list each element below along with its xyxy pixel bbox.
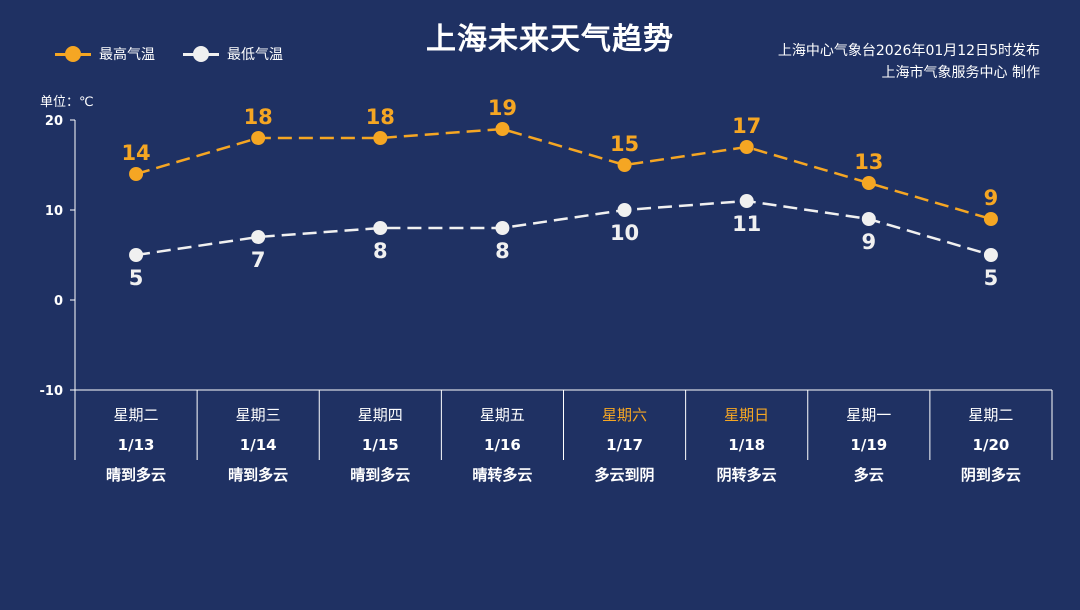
high-data-point <box>861 176 876 190</box>
weekday-label: 星期二 <box>114 406 159 424</box>
low-data-point <box>495 221 510 235</box>
high-data-label: 15 <box>610 132 639 156</box>
weather-label: 晴到多云 <box>106 466 166 484</box>
high-series-line <box>135 127 992 221</box>
page-title: 上海未来天气趋势 <box>426 22 674 57</box>
legend-swatch-low <box>183 46 219 62</box>
legend-item-high: 最高气温 <box>55 44 155 64</box>
weekday-label: 星期一 <box>846 406 891 424</box>
low-series-line <box>135 199 992 257</box>
date-label: 1/19 <box>850 436 887 454</box>
date-label: 1/14 <box>240 436 277 454</box>
weekday-label: 星期四 <box>358 406 403 424</box>
low-data-label: 5 <box>984 266 999 290</box>
high-data-point <box>373 131 388 145</box>
low-data-label: 10 <box>610 221 639 245</box>
low-data-label: 8 <box>373 239 388 263</box>
weekday-label: 星期日 <box>724 406 769 424</box>
weekday-label: 星期二 <box>968 406 1013 424</box>
legend-label-high: 最高气温 <box>99 47 155 63</box>
weather-label: 阴转多云 <box>717 466 777 484</box>
weekday-label: 星期三 <box>236 406 281 424</box>
low-data-label: 11 <box>732 212 761 236</box>
high-data-point <box>983 212 998 226</box>
date-label: 1/18 <box>728 436 765 454</box>
date-label: 1/13 <box>118 436 155 454</box>
high-data-label: 19 <box>488 96 517 120</box>
source-info: 上海中心气象台2026年01月12日5时发布 上海市气象服务中心 制作 <box>778 40 1040 84</box>
legend: 最高气温 最低气温 <box>55 44 283 64</box>
low-data-label: 7 <box>251 248 266 272</box>
high-data-point <box>251 131 266 145</box>
unit-label: 单位：℃ <box>40 95 94 110</box>
high-data-point <box>617 158 632 172</box>
high-data-label: 17 <box>732 114 761 138</box>
high-data-label: 18 <box>244 105 273 129</box>
weekday-label: 星期六 <box>602 406 647 424</box>
low-data-label: 5 <box>129 266 144 290</box>
weather-label: 阴到多云 <box>961 466 1021 484</box>
high-data-label: 9 <box>984 186 999 210</box>
date-label: 1/16 <box>484 436 521 454</box>
legend-swatch-high <box>55 46 91 62</box>
weather-label: 晴到多云 <box>350 466 410 484</box>
low-data-label: 9 <box>862 230 877 254</box>
high-data-point <box>129 167 144 181</box>
low-data-point <box>617 203 632 217</box>
legend-label-low: 最低气温 <box>227 47 283 63</box>
source-line-2: 上海市气象服务中心 制作 <box>881 65 1040 81</box>
low-data-point <box>129 248 144 262</box>
y-tick-label: -10 <box>40 384 64 399</box>
low-data-label: 8 <box>495 239 510 263</box>
low-data-point <box>861 212 876 226</box>
low-data-point <box>739 194 754 208</box>
high-data-point <box>495 122 510 136</box>
weather-label: 晴到多云 <box>228 466 288 484</box>
high-data-point <box>739 140 754 154</box>
weather-label: 晴转多云 <box>472 466 532 484</box>
weather-label: 多云 <box>854 466 884 484</box>
low-data-point <box>373 221 388 235</box>
date-label: 1/17 <box>606 436 643 454</box>
y-tick-label: 10 <box>45 204 63 219</box>
legend-item-low: 最低气温 <box>183 44 283 64</box>
source-line-1: 上海中心气象台2026年01月12日5时发布 <box>777 43 1040 59</box>
high-data-label: 14 <box>121 141 150 165</box>
high-data-label: 18 <box>366 105 395 129</box>
y-tick-label: 0 <box>54 294 63 309</box>
weather-label: 多云到阴 <box>595 466 655 484</box>
low-data-point <box>251 230 266 244</box>
date-label: 1/20 <box>973 436 1010 454</box>
y-tick-label: 20 <box>45 114 63 129</box>
date-label: 1/15 <box>362 436 399 454</box>
high-data-label: 13 <box>854 150 883 174</box>
weekday-label: 星期五 <box>480 406 525 424</box>
low-data-point <box>983 248 998 262</box>
